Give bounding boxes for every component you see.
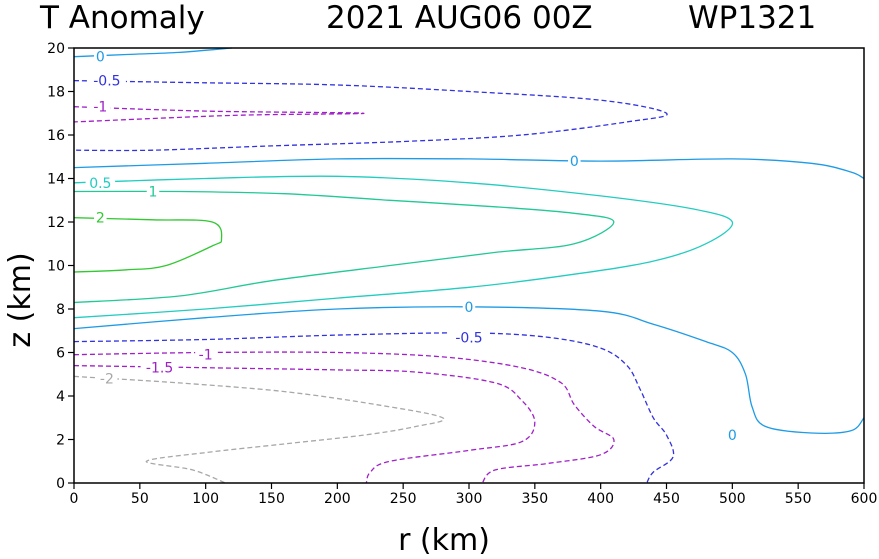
x-tick-label: 300	[456, 491, 483, 507]
contour-label: 0	[728, 428, 737, 444]
contour-label-bg	[462, 298, 476, 315]
contour-label-bg	[140, 359, 179, 376]
x-tick-label: 400	[587, 491, 614, 507]
y-axis: 0 2 4 6 8 10 12 14 16 18 20	[47, 41, 74, 492]
contour-line	[73, 175, 733, 319]
y-tick-label: 6	[56, 346, 65, 362]
chart-title-variable: T Anomaly	[39, 0, 205, 36]
contour-label: -0.5	[455, 330, 482, 346]
contour-line	[73, 106, 365, 123]
contour-label: 0	[96, 50, 105, 66]
x-axis-label: r (km)	[398, 523, 490, 558]
contour-line	[73, 375, 445, 484]
contour-label-bg	[89, 98, 111, 115]
y-tick-label: 14	[47, 172, 65, 188]
contour-line	[73, 332, 675, 484]
contour-label: -1	[93, 100, 107, 116]
contour-label: -2	[100, 372, 114, 388]
contour-layer: 0 -0.5 -1 0 0.5 1 2 0 0 -0.5 -1 -1.5 -2	[73, 47, 865, 484]
contour-label: 0	[570, 154, 579, 170]
contour-label-bg	[146, 183, 160, 200]
x-tick-label: 550	[785, 491, 812, 507]
contour-label-bg	[450, 329, 488, 346]
y-tick-label: 18	[47, 85, 65, 101]
x-tick-label: 250	[390, 491, 417, 507]
contour-label-bg	[94, 48, 107, 65]
contour-label-bg	[87, 72, 126, 89]
contour-label-bg	[96, 370, 118, 387]
contour-line	[73, 217, 223, 273]
contour-label: -0.5	[93, 74, 120, 90]
y-tick-label: 2	[56, 433, 65, 449]
contour-label-bg	[94, 209, 107, 226]
contour-line	[73, 306, 865, 434]
y-tick-label: 10	[47, 259, 65, 275]
contour-label: 2	[96, 211, 105, 227]
y-tick-label: 20	[47, 41, 65, 57]
x-tick-label: 500	[719, 491, 746, 507]
contour-label: -1.5	[146, 361, 173, 377]
x-axis: 0 50 100 150 200 250 300 350 400 450 500 550 600	[70, 483, 878, 507]
contour-line	[73, 351, 615, 484]
contour-line	[73, 79, 668, 152]
y-tick-label: 16	[47, 128, 65, 144]
chart-title-date: 2021 AUG06 00Z	[326, 0, 593, 36]
contour-line	[73, 157, 865, 180]
contour-label: 0	[465, 300, 474, 316]
contour-line	[73, 190, 615, 304]
contour-label: -1	[199, 348, 213, 364]
contour-line	[73, 364, 536, 484]
contour-label-bg	[85, 174, 116, 191]
x-tick-label: 200	[324, 491, 351, 507]
contour-label: 1	[149, 185, 158, 201]
x-tick-label: 100	[192, 491, 219, 507]
x-tick-label: 450	[653, 491, 680, 507]
x-tick-label: 0	[70, 491, 79, 507]
contour-label-bg	[195, 346, 217, 363]
y-tick-label: 0	[56, 476, 65, 492]
contour-label-bg	[726, 427, 739, 444]
y-tick-label: 8	[56, 302, 65, 318]
x-tick-label: 600	[851, 491, 878, 507]
chart-title-storm: WP1321	[688, 0, 816, 36]
x-tick-label: 50	[131, 491, 149, 507]
x-tick-label: 150	[258, 491, 285, 507]
contour-label-bg	[568, 153, 581, 170]
y-tick-label: 12	[47, 215, 65, 231]
y-axis-label: z (km)	[3, 252, 38, 347]
plot-frame	[73, 47, 865, 484]
contour-label: 0.5	[89, 176, 111, 192]
y-tick-label: 4	[56, 389, 65, 405]
x-tick-label: 350	[521, 491, 548, 507]
